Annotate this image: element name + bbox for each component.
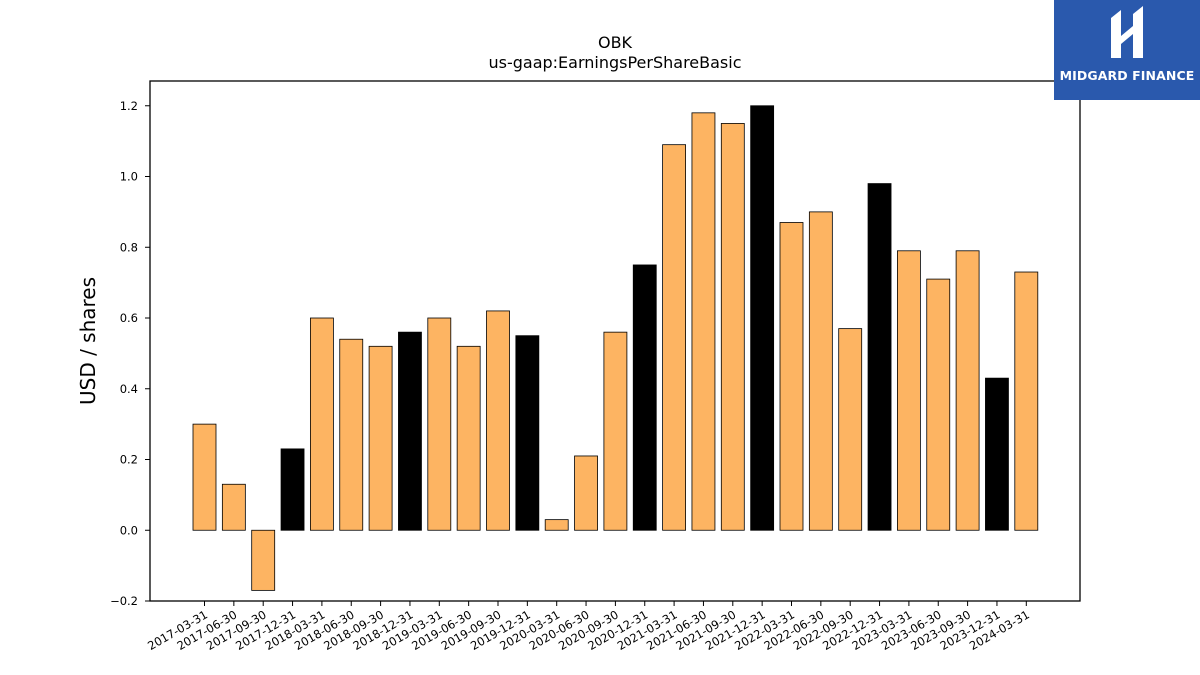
bar-2019-09-30 — [486, 310, 510, 531]
plot-frame — [149, 80, 1081, 602]
bar-2022-09-30 — [838, 328, 863, 531]
bar-2019-03-31 — [427, 317, 452, 531]
bar-2021-03-31 — [662, 144, 686, 531]
y-tick-label: 1.0 — [120, 170, 138, 184]
bar-2017-12-31 — [280, 448, 305, 531]
bar-2023-03-31 — [897, 250, 921, 531]
midgard-finance-logo: MIDGARD FINANCE — [1054, 0, 1200, 100]
bar-2022-12-31 — [867, 183, 892, 531]
chart-subtitle: us-gaap:EarningsPerShareBasic — [488, 53, 741, 72]
bar-2024-03-31 — [1014, 271, 1039, 531]
bar-2018-12-31 — [398, 331, 422, 531]
y-tick-label: 0.2 — [120, 453, 138, 467]
bar-2017-09-30 — [251, 529, 276, 591]
bar-2021-09-30 — [720, 123, 745, 531]
bar-2017-03-31 — [192, 423, 217, 531]
bar-2020-09-30 — [603, 331, 628, 531]
y-axis-label: USD / shares — [76, 277, 100, 405]
bar-2020-06-30 — [574, 455, 598, 531]
bar-2018-06-30 — [339, 338, 364, 531]
bar-2018-09-30 — [368, 345, 393, 531]
bar-2021-06-30 — [691, 112, 716, 531]
midgard-mark-icon — [1111, 6, 1143, 58]
bar-2023-06-30 — [926, 278, 951, 531]
y-tick-label: −0.2 — [110, 594, 138, 608]
bar-2020-03-31 — [544, 519, 569, 531]
logo-text: MIDGARD FINANCE — [1059, 68, 1195, 83]
bar-2023-09-30 — [955, 250, 980, 531]
bars-group — [192, 105, 1039, 591]
chart-title: OBK — [598, 33, 633, 52]
bar-2020-12-31 — [632, 264, 657, 531]
y-tick-label: 0.6 — [120, 311, 138, 325]
bar-2022-06-30 — [808, 211, 833, 531]
y-tick-label: 0.4 — [120, 382, 138, 396]
y-tick-label: 1.2 — [120, 99, 138, 113]
bar-2017-06-30 — [221, 483, 246, 531]
y-tick-label: 0.8 — [120, 240, 138, 254]
bar-2021-12-31 — [750, 105, 775, 531]
bar-2019-12-31 — [515, 335, 540, 531]
bar-2023-12-31 — [985, 377, 1009, 531]
y-axis-ticks: −0.2 0.0 0.2 0.4 0.6 0.8 1.0 1.2 — [110, 99, 150, 608]
bar-2018-03-31 — [309, 317, 334, 531]
bar-2022-03-31 — [779, 222, 804, 531]
bar-2019-06-30 — [456, 345, 481, 531]
x-axis-ticks: 2017-03-312017-06-302017-09-302017-12-31… — [145, 601, 1032, 653]
y-tick-label: 0.0 — [120, 523, 138, 537]
